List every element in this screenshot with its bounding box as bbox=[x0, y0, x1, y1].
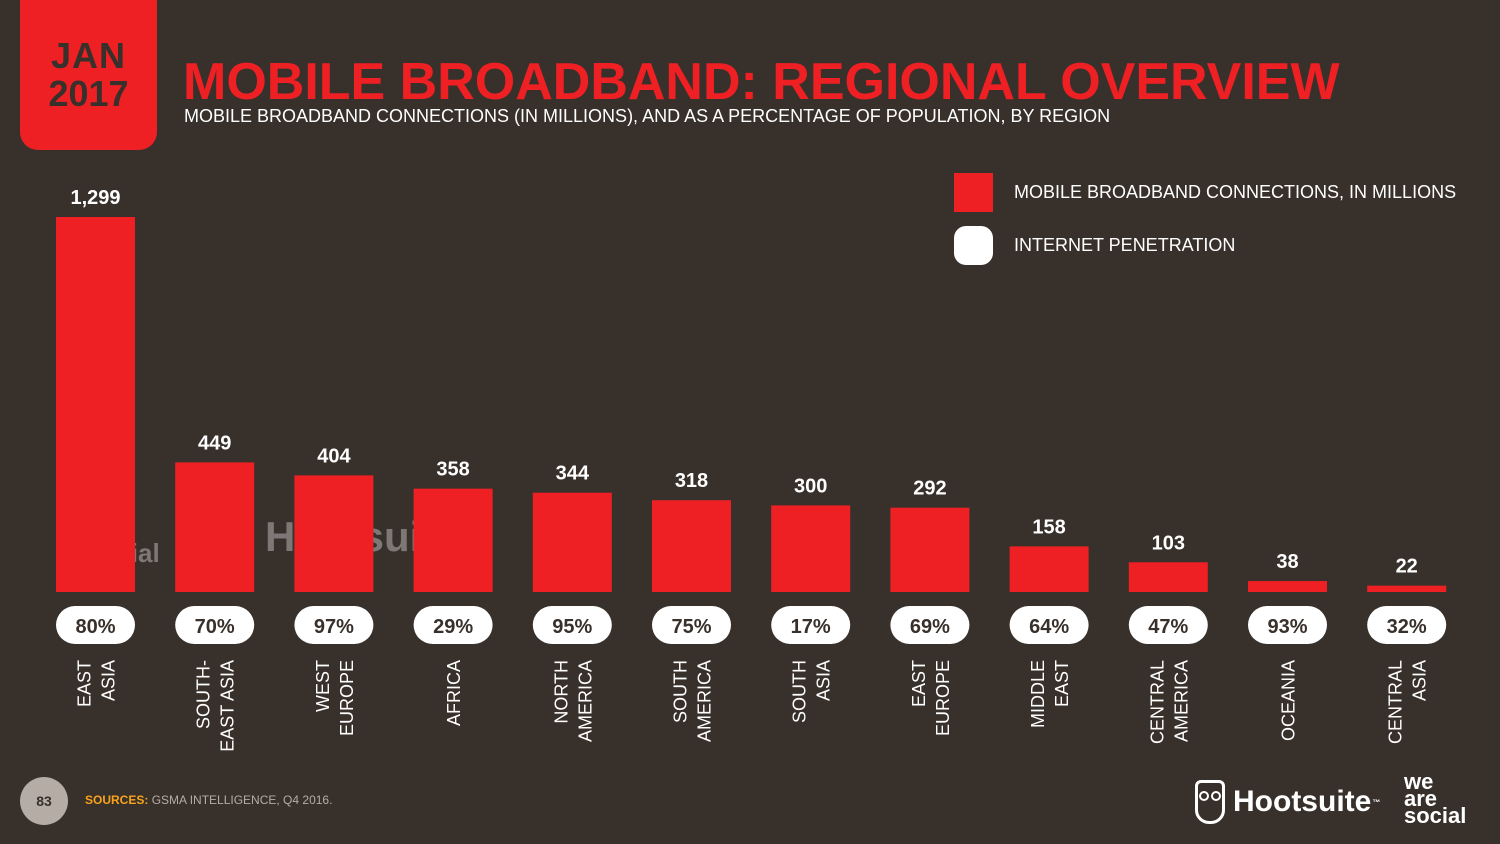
bar-value-label: 38 bbox=[1276, 551, 1298, 573]
category-label: WEST bbox=[313, 660, 333, 712]
penetration-label: 17% bbox=[791, 616, 831, 638]
bar-value-label: 300 bbox=[794, 475, 827, 497]
date-badge: JAN 2017 bbox=[20, 0, 157, 150]
bar bbox=[1009, 546, 1089, 592]
penetration-pill bbox=[413, 606, 493, 644]
bar bbox=[294, 475, 374, 592]
penetration-label: 75% bbox=[671, 616, 711, 638]
penetration-pill bbox=[175, 606, 255, 644]
penetration-label: 32% bbox=[1387, 616, 1427, 638]
bar-value-label: 22 bbox=[1396, 556, 1418, 578]
penetration-label: 69% bbox=[910, 616, 950, 638]
category-label: EAST ASIA bbox=[218, 660, 238, 752]
legend-label-penetration: INTERNET PENETRATION bbox=[1014, 234, 1236, 255]
category-label: EUROPE bbox=[337, 660, 357, 736]
owl-icon bbox=[1195, 780, 1225, 824]
penetration-label: 97% bbox=[314, 616, 354, 638]
penetration-pill bbox=[1009, 606, 1089, 644]
was-logo-line: are bbox=[1404, 786, 1438, 811]
bar-value-label: 1,299 bbox=[70, 187, 120, 209]
bar-value-label: 449 bbox=[198, 432, 231, 454]
penetration-pill bbox=[890, 606, 970, 644]
penetration-pill bbox=[532, 606, 612, 644]
penetration-pill bbox=[1367, 606, 1447, 644]
category-label: EAST bbox=[75, 660, 95, 707]
we-are-social-logo: we are social bbox=[1404, 769, 1467, 828]
bar-value-label: 103 bbox=[1152, 532, 1185, 554]
bar-value-label: 158 bbox=[1032, 516, 1065, 538]
legend-label-connections: MOBILE BROADBAND CONNECTIONS, IN MILLION… bbox=[1014, 181, 1457, 202]
bar-value-label: 292 bbox=[913, 478, 946, 500]
category-label: MIDDLE bbox=[1028, 660, 1048, 728]
penetration-pill bbox=[771, 606, 851, 644]
trademark-mark: ™ bbox=[1372, 797, 1381, 807]
bar bbox=[175, 462, 255, 592]
category-label: OCEANIA bbox=[1279, 660, 1299, 741]
page-subtitle: MOBILE BROADBAND CONNECTIONS (IN MILLION… bbox=[184, 106, 1111, 126]
category-label: SOUTH bbox=[671, 660, 691, 723]
penetration-label: 93% bbox=[1267, 616, 1307, 638]
chart-legend: MOBILE BROADBAND CONNECTIONS, IN MILLION… bbox=[954, 172, 1456, 278]
page-number: 83 bbox=[20, 777, 68, 825]
bar-value-label: 358 bbox=[436, 459, 469, 481]
was-logo-line: we bbox=[1404, 769, 1434, 794]
category-label: CENTRAL bbox=[1386, 660, 1406, 744]
penetration-label: 47% bbox=[1148, 616, 1188, 638]
penetration-pill bbox=[1128, 606, 1208, 644]
date-month: JAN bbox=[50, 35, 127, 76]
category-label: SOUTH- bbox=[194, 660, 214, 729]
category-label: AMERICA bbox=[575, 660, 595, 742]
penetration-pill bbox=[56, 606, 135, 644]
legend-swatch-connections bbox=[954, 172, 993, 212]
category-label: CENTRAL bbox=[1147, 660, 1167, 744]
bar bbox=[890, 507, 970, 592]
legend-item-connections: MOBILE BROADBAND CONNECTIONS, IN MILLION… bbox=[954, 172, 1456, 212]
legend-swatch-penetration bbox=[954, 225, 993, 265]
category-label: ASIA bbox=[99, 660, 119, 701]
bar bbox=[1128, 562, 1208, 592]
bar bbox=[532, 492, 612, 592]
penetration-label: 29% bbox=[433, 616, 473, 638]
category-label: AMERICA bbox=[1171, 660, 1191, 742]
category-label: ASIA bbox=[1410, 660, 1430, 701]
bar-value-label: 404 bbox=[317, 445, 351, 467]
category-label: EAST bbox=[1052, 660, 1072, 707]
penetration-label: 95% bbox=[552, 616, 592, 638]
bar bbox=[652, 500, 731, 592]
penetration-label: 80% bbox=[75, 616, 115, 638]
penetration-label: 70% bbox=[195, 616, 235, 638]
penetration-pill bbox=[294, 606, 374, 644]
category-label: EUROPE bbox=[933, 660, 953, 736]
category-label: AFRICA bbox=[444, 660, 464, 726]
sources-text: GSMA INTELLIGENCE, Q4 2016. bbox=[151, 793, 333, 807]
category-label: EAST bbox=[909, 660, 929, 707]
bar bbox=[1248, 581, 1327, 592]
penetration-pill bbox=[652, 606, 731, 644]
was-logo-line: social bbox=[1404, 803, 1467, 828]
bar bbox=[413, 488, 493, 592]
sources-label: SOURCES: bbox=[85, 793, 149, 807]
date-year: 2017 bbox=[48, 73, 129, 114]
category-label: ASIA bbox=[814, 660, 834, 701]
bar bbox=[1367, 585, 1447, 592]
bar-value-label: 318 bbox=[675, 470, 708, 492]
hootsuite-logo-text: Hootsuite bbox=[1233, 785, 1372, 818]
category-label: SOUTH bbox=[790, 660, 810, 723]
hootsuite-logo: Hootsuite ™ bbox=[1195, 780, 1380, 824]
category-label: AMERICA bbox=[695, 660, 715, 742]
bar bbox=[56, 217, 135, 592]
penetration-pill bbox=[1248, 606, 1327, 644]
page-title: MOBILE BROADBAND: REGIONAL OVERVIEW bbox=[183, 53, 1340, 111]
sources: SOURCES: GSMA INTELLIGENCE, Q4 2016. bbox=[85, 793, 332, 807]
category-label: NORTH bbox=[551, 660, 571, 724]
penetration-label: 64% bbox=[1029, 616, 1069, 638]
bar-value-label: 344 bbox=[556, 463, 590, 485]
bar bbox=[771, 505, 851, 592]
legend-item-penetration: INTERNET PENETRATION bbox=[954, 225, 1456, 265]
